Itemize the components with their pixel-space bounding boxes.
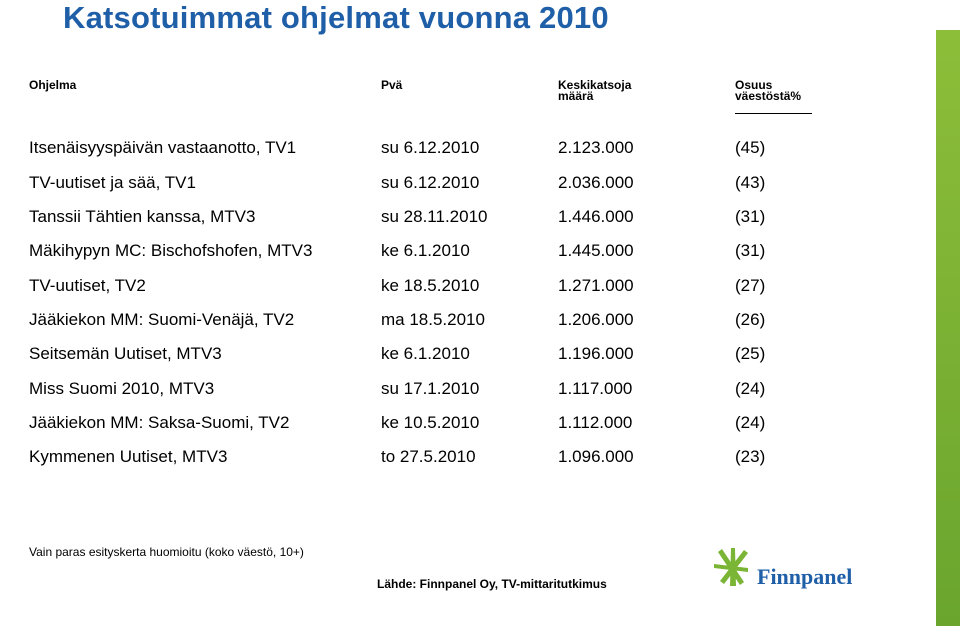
header-share: Osuus väestöstä% <box>735 78 802 103</box>
green-bar-top-gap <box>936 0 960 30</box>
header-viewers-line1: Keskikatsoja <box>558 78 632 92</box>
table-row: Tanssii Tähtien kanssa, MTV3 su 28.11.20… <box>0 207 900 241</box>
header-viewers-line2: määrä <box>558 89 594 103</box>
cell-program: TV-uutiset, TV2 <box>29 276 146 295</box>
logo-text: Finnpanel <box>757 564 853 589</box>
header-underline <box>735 113 812 114</box>
cell-viewers: 1.445.000 <box>558 241 634 260</box>
footnote: Vain paras esityskerta huomioitu (koko v… <box>29 545 304 559</box>
header-day: Pvä <box>381 78 403 92</box>
cell-program: Jääkiekon MM: Suomi-Venäjä, TV2 <box>29 310 295 329</box>
cell-share: (31) <box>735 207 766 226</box>
source-note: Lähde: Finnpanel Oy, TV-mittaritutkimus <box>377 577 607 591</box>
cell-program: Kymmenen Uutiset, MTV3 <box>29 447 228 466</box>
cell-viewers: 2.123.000 <box>558 138 634 157</box>
cell-day: ke 6.1.2010 <box>381 344 470 363</box>
green-side-bar <box>936 0 960 626</box>
cell-viewers: 1.112.000 <box>558 413 633 432</box>
cell-day: ke 10.5.2010 <box>381 413 480 432</box>
cell-viewers: 1.206.000 <box>558 310 634 329</box>
cell-day: su 6.12.2010 <box>381 138 480 157</box>
cell-day: su 28.11.2010 <box>381 207 488 226</box>
cell-day: ma 18.5.2010 <box>381 310 485 329</box>
table-row: Seitsemän Uutiset, MTV3 ke 6.1.2010 1.19… <box>0 344 900 378</box>
cell-program: Miss Suomi 2010, MTV3 <box>29 379 215 398</box>
header-viewers: Keskikatsoja määrä <box>558 78 632 103</box>
cell-share: (45) <box>735 138 766 157</box>
cell-day: su 17.1.2010 <box>381 379 480 398</box>
table-row: Jääkiekon MM: Suomi-Venäjä, TV2 ma 18.5.… <box>0 310 900 344</box>
table-row: TV-uutiset, TV2 ke 18.5.2010 1.271.000 (… <box>0 276 900 310</box>
cell-program: Mäkihypyn MC: Bischofshofen, MTV3 <box>29 241 313 260</box>
cell-program: TV-uutiset ja sää, TV1 <box>29 173 196 192</box>
cell-share: (27) <box>735 276 766 295</box>
header-share-line1: Osuus <box>735 78 773 92</box>
cell-viewers: 2.036.000 <box>558 173 634 192</box>
cell-share: (25) <box>735 344 766 363</box>
cell-day: su 6.12.2010 <box>381 173 480 192</box>
cell-share: (24) <box>735 379 766 398</box>
cell-share: (43) <box>735 173 766 192</box>
cell-program: Jääkiekon MM: Saksa-Suomi, TV2 <box>29 413 290 432</box>
cell-day: to 27.5.2010 <box>381 447 476 466</box>
cell-program: Tanssii Tähtien kanssa, MTV3 <box>29 207 256 226</box>
cell-share: (26) <box>735 310 766 329</box>
table-row: Kymmenen Uutiset, MTV3 to 27.5.2010 1.09… <box>0 447 900 481</box>
cell-viewers: 1.446.000 <box>558 207 634 226</box>
cell-share: (23) <box>735 447 766 466</box>
cell-program: Seitsemän Uutiset, MTV3 <box>29 344 222 363</box>
table-row: TV-uutiset ja sää, TV1 su 6.12.2010 2.03… <box>0 173 900 207</box>
finnpanel-logo-icon <box>714 548 748 586</box>
header-program: Ohjelma <box>29 78 77 92</box>
page-title: Katsotuimmat ohjelmat vuonna 2010 <box>63 0 609 35</box>
cell-viewers: 1.117.000 <box>558 379 633 398</box>
cell-viewers: 1.196.000 <box>558 344 634 363</box>
table-row: Jääkiekon MM: Saksa-Suomi, TV2 ke 10.5.2… <box>0 413 900 447</box>
cell-day: ke 18.5.2010 <box>381 276 480 295</box>
table-row: Itsenäisyyspäivän vastaanotto, TV1 su 6.… <box>0 138 900 172</box>
cell-share: (24) <box>735 413 766 432</box>
cell-share: (31) <box>735 241 766 260</box>
cell-day: ke 6.1.2010 <box>381 241 470 260</box>
cell-viewers: 1.271.000 <box>558 276 634 295</box>
cell-program: Itsenäisyyspäivän vastaanotto, TV1 <box>29 138 297 157</box>
header-share-line2: väestöstä% <box>735 89 802 103</box>
table-row: Mäkihypyn MC: Bischofshofen, MTV3 ke 6.1… <box>0 241 900 275</box>
cell-viewers: 1.096.000 <box>558 447 634 466</box>
table-row: Miss Suomi 2010, MTV3 su 17.1.2010 1.117… <box>0 379 900 413</box>
